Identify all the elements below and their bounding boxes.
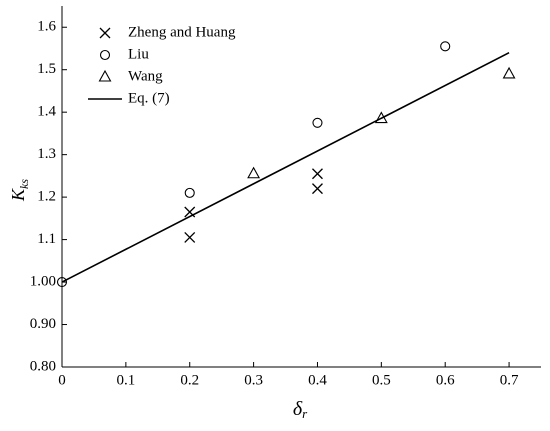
point xyxy=(247,166,261,179)
y-axis-label: Kks xyxy=(8,179,31,202)
point xyxy=(184,187,195,198)
legend-label: Eq. (7) xyxy=(128,90,170,106)
legend-marker xyxy=(98,69,112,82)
y-label-sub: ks xyxy=(17,179,31,189)
y-tick-label: 1.5 xyxy=(37,61,56,77)
x-tick-label: 0.3 xyxy=(244,372,263,388)
legend-marker xyxy=(99,49,111,61)
legend-marker xyxy=(99,27,111,39)
y-tick-label: 1.4 xyxy=(37,104,56,120)
y-tick-label: 1.3 xyxy=(37,146,56,162)
x-tick-label: 0.7 xyxy=(500,372,519,388)
y-tick-label: 1.1 xyxy=(37,231,56,247)
y-tick-label: 1.00 xyxy=(30,273,56,289)
x-tick-label: 0 xyxy=(58,372,66,388)
point xyxy=(440,41,451,52)
point xyxy=(502,66,516,79)
point xyxy=(312,183,323,195)
x-tick-label: 0.5 xyxy=(372,372,391,388)
legend-label: Liu xyxy=(128,46,149,62)
point xyxy=(312,117,323,128)
fit-line xyxy=(61,52,510,283)
y-tick-label: 1.6 xyxy=(37,19,56,35)
point xyxy=(312,168,323,180)
y-tick-label: 1.2 xyxy=(37,189,56,205)
y-tick-label: 0.90 xyxy=(30,316,56,332)
y-tick-label: 0.80 xyxy=(30,358,56,374)
x-axis-label: δr xyxy=(293,398,308,421)
point xyxy=(184,232,196,243)
point xyxy=(56,277,68,288)
x-tick-label: 0.4 xyxy=(308,372,327,388)
y-label-main: K xyxy=(8,188,28,202)
legend-label: Wang xyxy=(128,68,163,84)
x-label-sub: r xyxy=(302,406,308,421)
x-tick-label: 0.2 xyxy=(180,372,199,388)
x-label-main: δ xyxy=(293,398,303,420)
x-tick-label: 0.1 xyxy=(116,372,135,388)
x-tick-label: 0.6 xyxy=(436,372,455,388)
legend-label: Zheng and Huang xyxy=(128,24,236,40)
